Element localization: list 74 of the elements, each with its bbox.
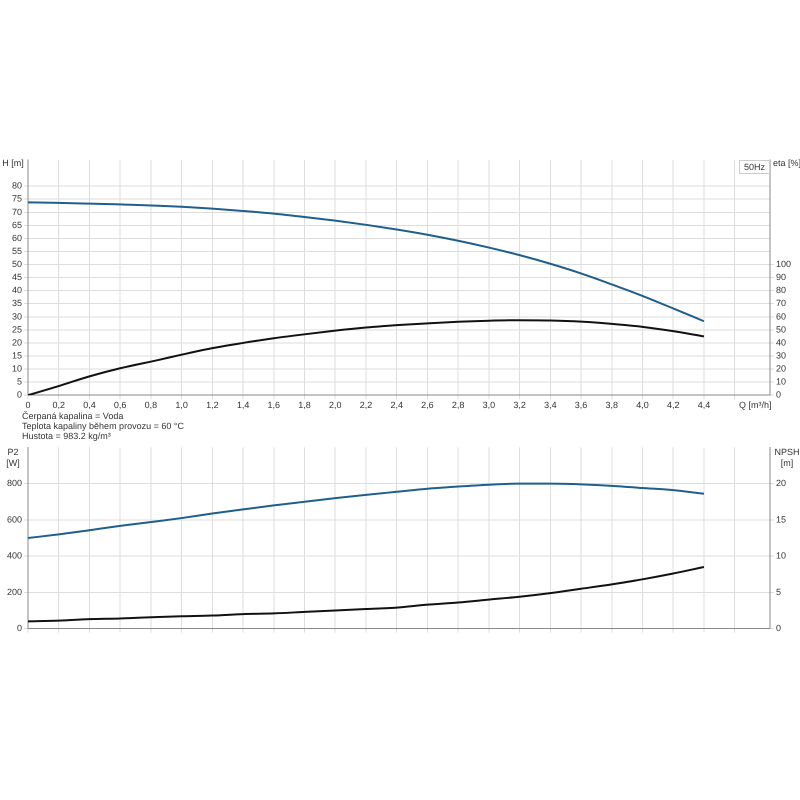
y2-tick-label: 90 (776, 272, 786, 282)
x-tick-label: 1,0 (175, 400, 188, 410)
y2-tick-label: 5 (776, 586, 782, 597)
y2-tick-label: 20 (776, 364, 786, 374)
y2-tick-label: 100 (776, 259, 792, 270)
x-tick-label: 3,4 (544, 400, 557, 410)
y-axis-title: H [m] (1, 158, 25, 169)
x-tick-label: 2,2 (360, 400, 372, 410)
y2-tick-label: 60 (776, 311, 786, 322)
y2-tick-label: 70 (776, 298, 786, 308)
y-tick-label: 10 (12, 364, 22, 374)
y2-tick-label: 10 (776, 376, 786, 387)
y2-axis-title: NPSH [m] (773, 447, 800, 469)
text: Hustota = 983.2 kg/m³ (22, 431, 111, 441)
y2-tick-label: 50 (776, 324, 786, 334)
x-tick-label: 0,4 (83, 400, 96, 410)
x-tick-label: 0,6 (114, 400, 126, 410)
y-tick-label: 45 (12, 272, 22, 282)
x-tick-label: 1,4 (236, 400, 250, 410)
y-tick-label: 70 (12, 206, 22, 217)
y-tick-label: 60 (12, 232, 22, 243)
y2-axis-title: eta [%] (772, 158, 800, 169)
x-tick-label: 4,0 (636, 400, 649, 410)
x-tick-label: 0 (25, 400, 31, 410)
y-tick-label: 800 (6, 478, 22, 488)
y2-tick-label: 80 (776, 285, 786, 296)
x-tick-label: 1,2 (206, 400, 219, 410)
y-axis-title: P2 [W] (5, 447, 21, 469)
line-series (28, 201, 705, 322)
line-series (28, 566, 705, 622)
x-tick-label: 2,6 (421, 400, 434, 410)
x-tick-label: 4,4 (698, 400, 710, 410)
y-tick-label: 20 (12, 337, 22, 348)
x-tick-label: 3,8 (606, 400, 618, 410)
text: Teplota kapaliny během provozu = 60 °C (22, 421, 184, 431)
x-tick-label: 3,2 (513, 400, 526, 410)
y-tick-label: 75 (12, 194, 22, 204)
x-tick-label: 4,2 (666, 400, 680, 410)
y-tick-label: 65 (12, 220, 22, 230)
y2-tick-label: 10 (776, 550, 786, 561)
x-tick-label: 2,0 (328, 400, 342, 410)
y-tick-label: 40 (12, 285, 22, 296)
x-tick-label: 2,8 (452, 400, 464, 410)
y2-tick-label: 0 (776, 390, 782, 400)
text: Čerpaná kapalina = Voda (22, 411, 124, 421)
y-tick-label: 50 (12, 259, 22, 270)
x-axis-title: Q [m³/h] (739, 400, 772, 410)
y-tick-label: 200 (6, 586, 22, 597)
y-tick-label: 400 (6, 550, 22, 561)
x-tick-label: 0,8 (144, 400, 158, 410)
y-tick-label: 0 (16, 623, 22, 634)
y-tick-label: 25 (12, 324, 22, 334)
y2-tick-label: 15 (776, 514, 786, 524)
x-tick-label: 3,6 (574, 400, 588, 410)
y2-tick-label: 40 (776, 337, 786, 348)
y2-tick-label: 30 (776, 350, 786, 360)
line-series (28, 482, 705, 539)
x-tick-label: 1,8 (298, 400, 311, 410)
y-tick-label: 15 (12, 350, 22, 360)
y-tick-label: 80 (12, 180, 22, 191)
x-tick-label: 3,0 (482, 400, 496, 410)
y-tick-label: 55 (12, 246, 22, 256)
y2-tick-label: 20 (776, 478, 786, 488)
line-series (28, 319, 705, 396)
annotation: 50Hz (738, 160, 770, 174)
y-tick-label: 600 (6, 514, 22, 524)
y-tick-label: 35 (12, 298, 22, 308)
y-tick-label: 5 (16, 376, 22, 387)
x-tick-label: 0,2 (52, 400, 65, 410)
x-tick-label: 2,4 (390, 400, 403, 410)
x-tick-label: 1,6 (268, 400, 280, 410)
y2-tick-label: 0 (776, 623, 782, 634)
y-tick-label: 30 (12, 311, 22, 322)
y-tick-label: 0 (16, 390, 22, 400)
